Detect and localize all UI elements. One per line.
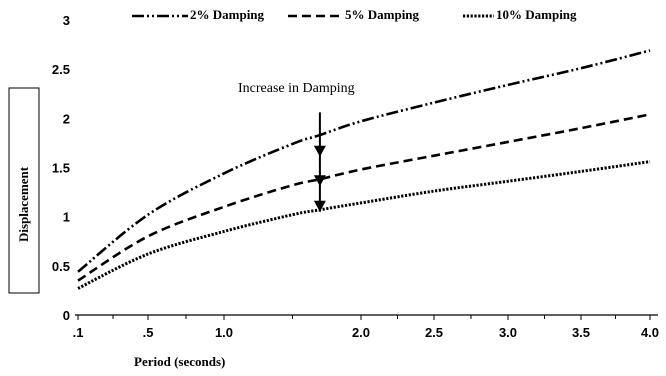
y-tick-label: 3 [63, 13, 70, 28]
y-tick-label: 0 [63, 308, 70, 323]
x-tick-label: 2.0 [352, 325, 370, 340]
plot-series-group [77, 49, 651, 290]
legend: 2% Damping 5% Damping 10% Damping [132, 7, 577, 22]
x-axis-title: Period (seconds) [134, 354, 225, 369]
legend-label-2: 5% Damping [345, 7, 420, 22]
x-tick-label: 3.5 [572, 325, 590, 340]
annotation-increase-in-damping: Increase in Damping [238, 81, 355, 96]
y-axis-label-box [8, 87, 40, 294]
y-tick-label: 1.5 [52, 161, 70, 176]
legend-label-3: 10% Damping [496, 7, 577, 22]
x-tick-label: 3.0 [499, 325, 517, 340]
series-line-1 [77, 49, 651, 273]
arrowhead-mark [313, 200, 326, 212]
x-tick-label: 4.0 [641, 325, 659, 340]
x-tick-label: .1 [73, 325, 84, 340]
series-line-3 [77, 160, 651, 290]
series-line-2 [77, 113, 651, 282]
y-axis-title: Displacement [16, 166, 31, 242]
y-tick-label: 0.5 [52, 259, 70, 274]
y-tick-label: 2.5 [52, 62, 70, 77]
x-tick-label: 2.5 [425, 325, 443, 340]
arrowhead-mark [313, 175, 326, 187]
y-tick-group: 0 0.5 1 1.5 2 2.5 3 [52, 13, 70, 323]
x-tick-label: 1.0 [215, 325, 233, 340]
legend-label-1: 2% Damping [190, 7, 265, 22]
damping-arrow [313, 112, 326, 212]
x-tick-label: .5 [143, 325, 154, 340]
y-tick-label: 1 [63, 210, 70, 225]
arrowhead-mark [313, 145, 326, 157]
y-tick-label: 2 [63, 111, 70, 126]
x-tick-group: .1 .5 1.0 2.0 2.5 3.0 3.5 4.0 [73, 315, 659, 340]
